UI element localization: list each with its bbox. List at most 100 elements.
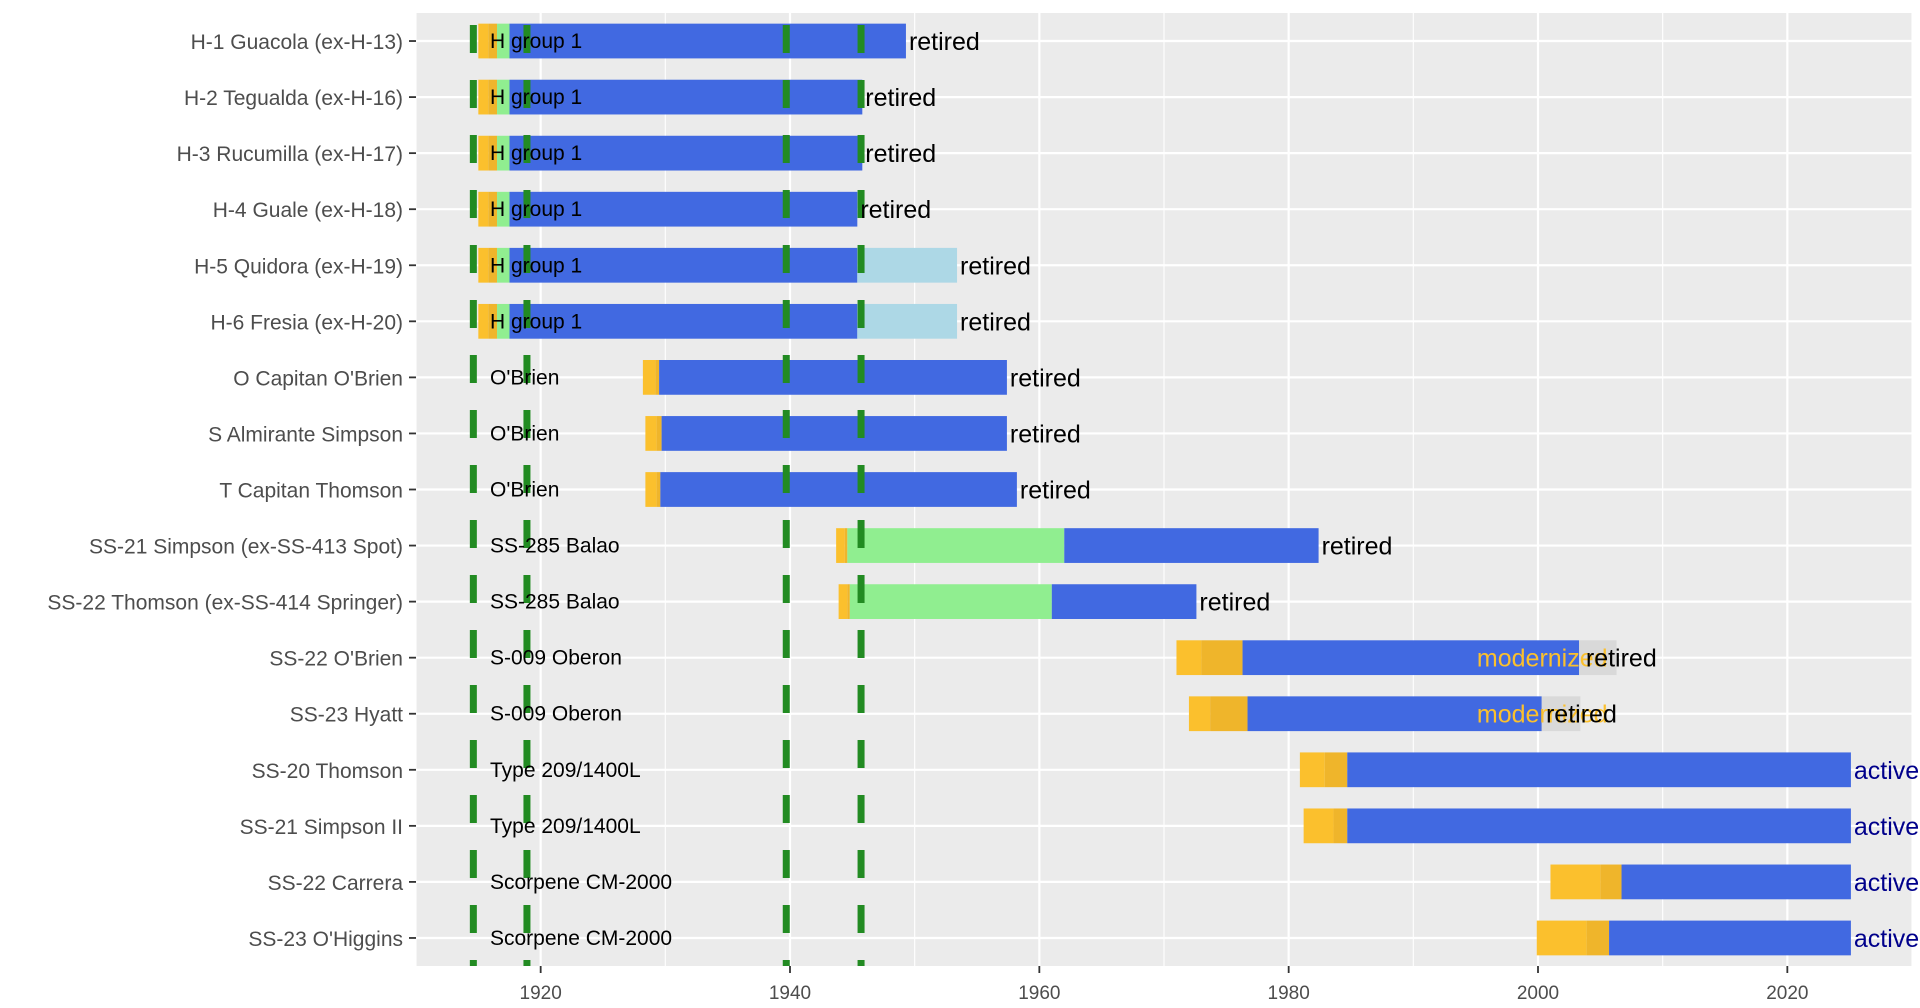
bar-segment-service (509, 79, 863, 115)
y-tick-label: O Capitan O'Brien (233, 367, 403, 390)
bar-segment-construction_early (836, 528, 845, 563)
bar-segment-construction_early (1188, 696, 1211, 732)
class-label: S-009 Oberon (490, 647, 622, 670)
status-label: active (1854, 757, 1919, 785)
bar-segment-construction_early (478, 303, 489, 339)
y-tick-label: H-3 Rucumilla (ex-H-17) (177, 143, 403, 166)
bar-segment-construction_late (1201, 640, 1243, 676)
bar-segment-construction_early (838, 584, 848, 619)
bar-segment-construction_late (655, 360, 660, 395)
bar-segment-construction_early (645, 416, 657, 451)
bars-layer (478, 23, 1851, 956)
bar-segment-service (1051, 584, 1197, 619)
bar-segment-construction_early (1299, 752, 1325, 788)
class-label: H group 1 (490, 254, 582, 277)
class-label: Scorpene CM-2000 (490, 871, 672, 894)
grid-lines (415, 13, 1913, 966)
status-label: active (1854, 869, 1919, 897)
bar-segment-construction_late (1600, 864, 1622, 900)
class-label: Scorpene CM-2000 (490, 927, 672, 950)
status-label: retired (1020, 477, 1091, 505)
bar-segment-service (1347, 808, 1851, 844)
bar-segment-construction_early (478, 79, 489, 115)
y-tick-label: SS-21 Simpson II (240, 816, 403, 839)
status-label: retired (1199, 589, 1270, 617)
bar-segment-service (660, 472, 1017, 507)
class-label: O'Brien (490, 422, 559, 445)
class-label: H group 1 (490, 86, 582, 109)
modernized-label: modernized (1477, 645, 1608, 673)
bar-segment-construction_late (488, 23, 498, 59)
bar-segment-service (509, 135, 863, 171)
bar-segment-service (509, 247, 858, 283)
y-tick-label: SS-22 Thomson (ex-SS-414 Springer) (47, 592, 403, 615)
y-tick-label: H-5 Quidora (ex-H-19) (194, 255, 403, 278)
status-label: active (1854, 925, 1919, 953)
y-tick-label: H-4 Guale (ex-H-18) (213, 199, 403, 222)
y-tick-label: H-1 Guacola (ex-H-13) (191, 31, 403, 54)
class-label: H group 1 (490, 310, 582, 333)
class-label: S-009 Oberon (490, 703, 622, 726)
class-label: O'Brien (490, 366, 559, 389)
bar-segment-modernization (1541, 696, 1581, 732)
bar-segment-service (1347, 752, 1851, 788)
y-tick-label: SS-21 Simpson (ex-SS-413 Spot) (89, 536, 403, 559)
x-tick-label: 2020 (1766, 983, 1808, 1004)
bar-segment-service (1242, 640, 1580, 676)
bar-segment-construction_early (645, 472, 657, 507)
status-label: retired (1546, 701, 1617, 729)
bar-segment-transit (497, 23, 510, 59)
status-label: active (1854, 813, 1919, 841)
bar-segment-construction_late (844, 528, 848, 563)
bar-segment-construction_late (1210, 696, 1248, 732)
class-label: Type 209/1400L (490, 759, 641, 782)
bar-segment-construction_late (1324, 752, 1348, 788)
class-label: SS-285 Balao (490, 591, 620, 614)
bar-segment-service (661, 416, 1007, 451)
class-label: Type 209/1400L (490, 815, 641, 838)
y-tick-label: SS-23 O'Higgins (248, 928, 403, 951)
y-tick-label: H-6 Fresia (ex-H-20) (210, 311, 403, 334)
bar-segment-transit (497, 191, 510, 227)
modernized-label: modernized (1477, 701, 1608, 729)
bar-segment-service (509, 303, 858, 339)
bar-segment-construction_early (1536, 920, 1587, 956)
bar-segment-service (1609, 920, 1851, 956)
bar-segment-construction_early (642, 360, 656, 395)
status-label: retired (1322, 533, 1393, 561)
class-label: H group 1 (490, 142, 582, 165)
y-tick-label: SS-20 Thomson (252, 760, 403, 783)
status-label: retired (1010, 364, 1081, 392)
bar-segment-construction_early (1303, 808, 1334, 844)
bar-segment-transit (849, 584, 1052, 619)
bar-segment-construction_early (478, 135, 489, 171)
y-tick-label: H-2 Tegualda (ex-H-16) (184, 87, 403, 110)
bar-segment-construction_late (1333, 808, 1348, 844)
bar-segment-transit (497, 247, 510, 283)
bar-segment-construction_late (847, 584, 850, 619)
bar-segment-service (509, 23, 906, 59)
status-label: retired (865, 140, 936, 168)
bar-segment-service (1621, 864, 1851, 900)
status-label: retired (1586, 645, 1657, 673)
bar-segment-post_service (857, 303, 958, 339)
bar-segment-construction_late (488, 191, 498, 227)
bar-segment-construction_late (488, 247, 498, 283)
y-tick-label: SS-23 Hyatt (290, 704, 403, 727)
x-tick-label: 1960 (1018, 983, 1060, 1004)
class-label: SS-285 Balao (490, 535, 620, 558)
bar-segment-construction_late (488, 79, 498, 115)
status-label: retired (1010, 420, 1081, 448)
bar-segment-service (1064, 528, 1319, 563)
bar-segment-post_service (857, 247, 958, 283)
bar-segment-modernization (1579, 640, 1617, 676)
status-label: retired (960, 252, 1031, 280)
status-label: retired (909, 28, 980, 56)
bar-segment-construction_late (488, 135, 498, 171)
bar-segment-construction_late (1586, 920, 1610, 956)
bar-segment-transit (497, 303, 510, 339)
x-tick-label: 1980 (1268, 983, 1310, 1004)
y-tick-label: S Almirante Simpson (208, 423, 403, 446)
class-label: H group 1 (490, 30, 582, 53)
